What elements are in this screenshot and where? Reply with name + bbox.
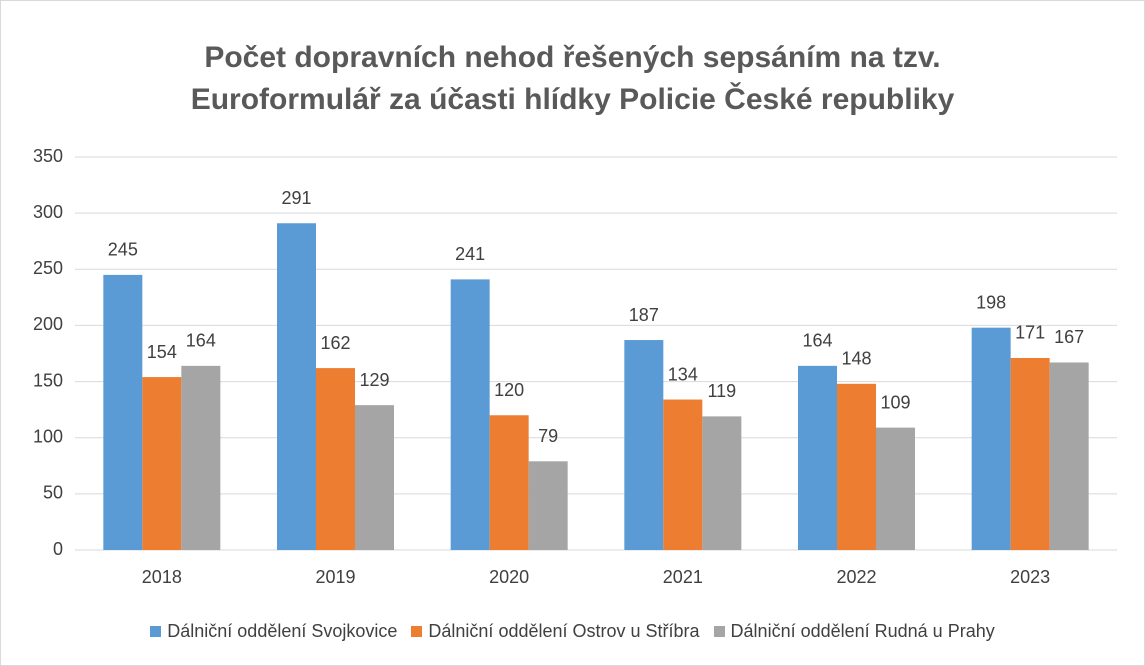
bar (450, 279, 490, 550)
bar (837, 383, 876, 550)
legend-item: Dálniční oddělení Ostrov u Stříbra (411, 621, 700, 642)
x-tick-label: 2021 (663, 567, 703, 587)
data-label: 167 (1054, 327, 1084, 347)
legend-label: Dálniční oddělení Ostrov u Stříbra (428, 621, 700, 641)
y-tick-label: 350 (33, 146, 63, 166)
bar (316, 368, 355, 550)
data-label: 134 (668, 364, 698, 384)
bar (798, 365, 837, 550)
y-tick-label: 250 (33, 258, 63, 278)
y-tick-label: 300 (33, 202, 63, 222)
legend-item: Dálniční oddělení Svojkovice (150, 621, 397, 642)
bar (489, 415, 529, 550)
bar (142, 377, 182, 550)
legend-swatch (411, 626, 423, 637)
x-tick-label: 2022 (836, 567, 876, 587)
bar (181, 365, 221, 550)
data-label: 162 (320, 333, 350, 353)
x-tick-label: 2023 (1010, 567, 1050, 587)
x-tick-label: 2019 (315, 567, 355, 587)
data-label: 129 (359, 370, 389, 390)
data-label: 148 (841, 349, 871, 369)
y-tick-label: 100 (33, 426, 63, 446)
y-tick-label: 0 (53, 539, 63, 559)
bar (876, 427, 915, 550)
bar (528, 461, 568, 550)
data-label: 164 (186, 331, 216, 351)
chart-title: Počet dopravních nehod řešených sepsáním… (190, 41, 955, 116)
bar (1010, 357, 1050, 550)
data-label: 171 (1015, 323, 1045, 343)
x-tick-label: 2020 (489, 567, 529, 587)
legend-label: Dálniční oddělení Svojkovice (167, 621, 398, 641)
data-label: 119 (707, 381, 736, 401)
bar (971, 327, 1011, 550)
data-label: 291 (281, 188, 311, 208)
legend-label: Dálniční oddělení Rudná u Prahy (730, 621, 995, 641)
data-label: 198 (976, 292, 1006, 312)
bar (663, 399, 703, 550)
y-tick-label: 50 (43, 483, 63, 503)
data-label: 120 (494, 380, 524, 400)
data-label: 109 (880, 392, 910, 412)
data-label: 164 (802, 331, 832, 351)
bar (277, 223, 316, 550)
bar (624, 340, 664, 550)
data-label: 187 (629, 305, 659, 325)
data-label: 241 (455, 244, 485, 264)
bar (702, 416, 742, 550)
bar (103, 274, 143, 550)
legend: Dálniční oddělení Svojkovice Dálniční odd… (1, 621, 1144, 642)
legend-swatch (713, 626, 725, 637)
data-label: 245 (108, 240, 138, 260)
y-tick-label: 200 (33, 314, 63, 334)
bar (355, 405, 394, 550)
data-label: 154 (147, 342, 177, 362)
legend-swatch (150, 626, 162, 637)
x-tick-label: 2018 (142, 567, 182, 587)
legend-item: Dálniční oddělení Rudná u Prahy (713, 621, 995, 642)
data-label: 79 (538, 426, 558, 446)
bar (1049, 362, 1089, 550)
y-tick-label: 150 (33, 370, 63, 390)
